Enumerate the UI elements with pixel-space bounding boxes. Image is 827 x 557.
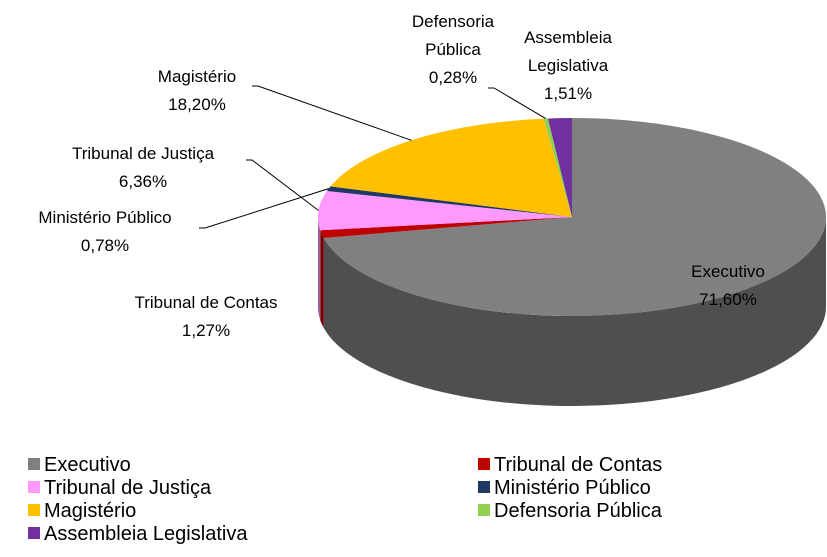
label-value: 18,20% <box>168 95 226 114</box>
legend-item: Assembleia Legislativa <box>28 523 247 546</box>
label-value: 1,51% <box>543 84 593 103</box>
legend-label: Tribunal de Justiça <box>44 477 212 499</box>
leader-line <box>252 85 412 141</box>
label-value: 1,27% <box>181 321 231 340</box>
label-name: Executivo <box>691 262 765 281</box>
slice <box>547 118 572 217</box>
legend-item: Defensoria Pública <box>478 500 662 523</box>
legend-label: Tribunal de Contas <box>494 454 663 476</box>
data-label: Defensoria Pública 0,28% <box>403 8 503 92</box>
slice <box>543 118 572 217</box>
data-label: Tribunal de Justiça 6,36% <box>23 140 263 196</box>
label-name: Tribunal de Justiça <box>71 144 215 163</box>
slice <box>326 186 572 217</box>
label-name: Magistério <box>157 67 237 86</box>
leader-line <box>246 159 319 211</box>
label-name: Assembleia Legislativa <box>524 28 612 75</box>
label-value: 71,60% <box>699 290 757 309</box>
legend-swatch <box>28 481 40 493</box>
slice <box>317 190 572 231</box>
data-label: Magistério 18,20% <box>122 63 272 119</box>
slice <box>323 118 826 316</box>
label-value: 0,78% <box>80 236 130 255</box>
leader-line <box>488 87 546 119</box>
legend-swatch <box>28 504 40 516</box>
legend-swatch <box>28 527 40 539</box>
slice-side <box>323 217 826 406</box>
legend-item: Tribunal de Justiça <box>28 477 211 500</box>
slice-side <box>320 230 324 328</box>
legend-swatch <box>478 504 490 516</box>
slice <box>330 118 572 217</box>
label-value: 0,28% <box>428 68 478 87</box>
data-label: Executivo 71,60% <box>683 258 773 314</box>
slice-side <box>318 217 321 321</box>
legend-swatch <box>478 458 490 470</box>
slice <box>320 217 572 238</box>
label-value: 6,36% <box>118 172 168 191</box>
label-name: Tribunal de Contas <box>134 293 278 312</box>
legend-label: Executivo <box>44 454 131 476</box>
data-label: Ministério Público 0,78% <box>0 204 215 260</box>
legend-item: Executivo <box>28 454 131 477</box>
legend-swatch <box>478 481 490 493</box>
legend-item: Tribunal de Contas <box>478 454 662 477</box>
legend-item: Ministério Público <box>478 477 651 500</box>
label-name: Ministério Público <box>38 208 172 227</box>
legend-label: Defensoria Pública <box>494 500 662 522</box>
legend-swatch <box>28 458 40 470</box>
data-label: Tribunal de Contas 1,27% <box>96 289 316 345</box>
legend-label: Ministério Público <box>494 477 651 499</box>
legend-item: Magistério <box>28 500 136 523</box>
leader-line <box>199 188 329 229</box>
legend-label: Assembleia Legislativa <box>44 523 248 545</box>
legend-label: Magistério <box>44 500 137 522</box>
data-label: Assembleia Legislativa 1,51% <box>513 24 623 108</box>
label-name: Defensoria Pública <box>411 12 495 59</box>
